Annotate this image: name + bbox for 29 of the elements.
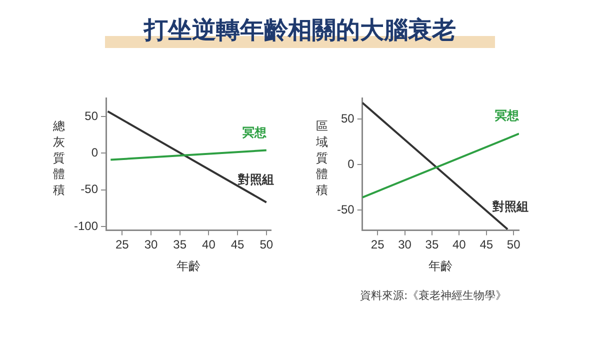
y-tick-label: 0 xyxy=(91,146,98,160)
y-tick-label: -50 xyxy=(80,182,98,196)
x-tick-label: 40 xyxy=(452,238,466,252)
x-tick-label: 35 xyxy=(173,238,187,252)
series-label: 冥想 xyxy=(241,125,268,140)
x-tick-label: 45 xyxy=(230,238,245,252)
source-note: 資料來源:《衰老神經生物學》 xyxy=(360,288,507,303)
y-tick-label: -100 xyxy=(74,218,98,233)
y-tick-label: 50 xyxy=(84,108,98,123)
series-label: 冥想 xyxy=(494,108,520,123)
x-tick-label: 45 xyxy=(480,238,494,252)
x-axis-title: 年齡 xyxy=(428,259,453,274)
x-tick-label: 50 xyxy=(260,238,274,252)
series-label: 對照組 xyxy=(237,172,274,186)
chart-title: 打坐逆轉年齡相關的大腦衰老 xyxy=(142,15,457,46)
y-tick-label: -50 xyxy=(337,202,355,216)
x-axis-title: 年齡 xyxy=(176,259,201,274)
y-tick-label: 50 xyxy=(340,111,355,126)
x-tick-label: 25 xyxy=(115,238,130,252)
x-tick-label: 35 xyxy=(425,238,439,252)
x-tick-label: 40 xyxy=(202,238,216,252)
series-label: 對照組 xyxy=(491,199,528,214)
x-tick-label: 30 xyxy=(144,238,158,252)
y-axis-title: 區域質體積 xyxy=(316,118,329,198)
y-tick-label: 0 xyxy=(348,156,355,171)
y-axis-title: 總灰質體積 xyxy=(53,118,66,198)
x-tick-label: 25 xyxy=(370,238,385,252)
x-tick-label: 50 xyxy=(506,238,521,252)
x-tick-label: 30 xyxy=(398,238,412,252)
